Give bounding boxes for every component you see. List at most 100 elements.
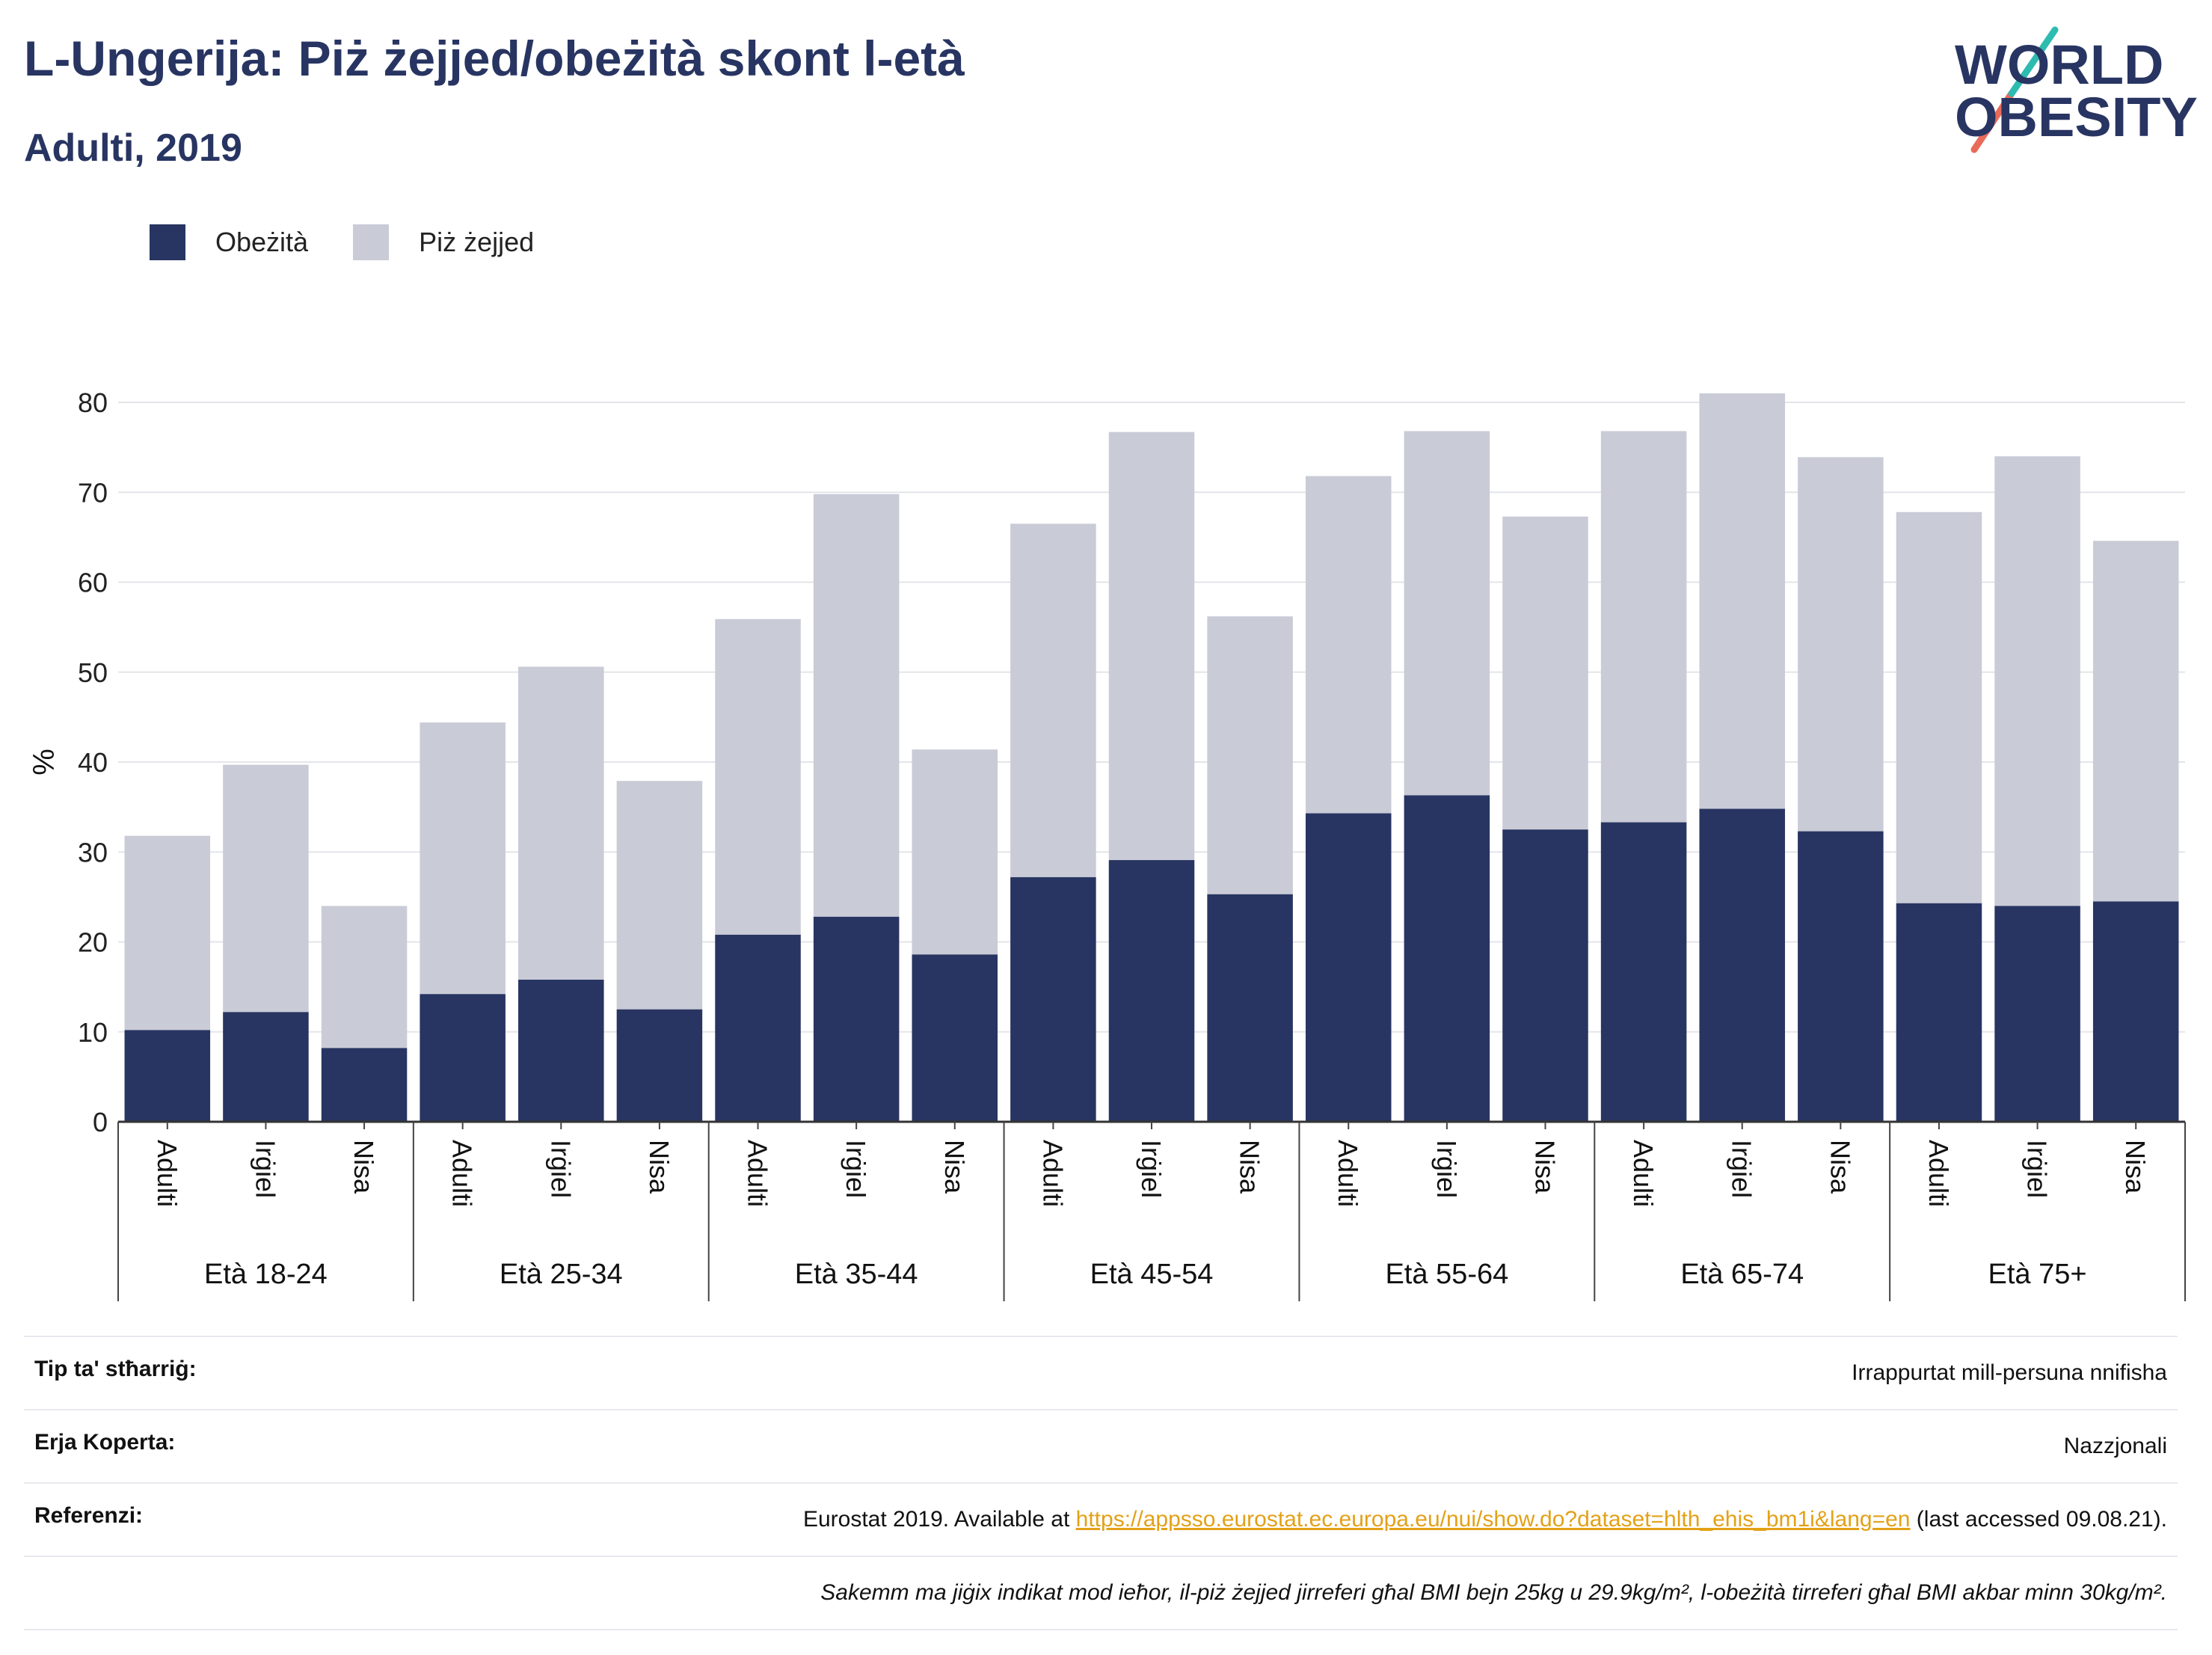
references-suffix: (last accessed 09.08.21). [1910,1507,2167,1532]
logo-line2: OBESITY [1955,86,2198,148]
references-value: Eurostat 2019. Available at https://apps… [803,1503,2167,1536]
bar-overweight [1010,523,1096,877]
world-obesity-logo: WORLD OBESITY [1955,26,2198,153]
x-subcategory-label: Nisa [644,1140,675,1194]
x-group-label: Età 25-34 [500,1259,623,1290]
legend-swatch-overweight [353,224,390,260]
x-subcategory-label: Nisa [1235,1140,1265,1194]
x-subcategory-label: Nisa [1529,1140,1560,1194]
bar-overweight [813,494,900,917]
x-subcategory-label: Adulti [152,1140,182,1207]
y-tick-label: 40 [78,747,108,778]
bar-overweight [321,906,408,1048]
x-subcategory-label: Nisa [1825,1140,1855,1194]
references-key: Referenzi: [34,1503,144,1528]
bar-obesity [1896,903,1982,1122]
y-tick-label: 0 [93,1107,108,1137]
bar-overweight [2092,541,2179,902]
chart-title: L-Ungerija: Piż żejjed/obeżità skont l-e… [24,31,965,86]
bar-obesity [1798,831,1884,1122]
x-subcategory-label: Irġiel [1136,1140,1167,1198]
definition-note: Sakemm ma jiġix indikat mod ieħor, il-pi… [820,1580,2167,1605]
bar-overweight [1207,616,1293,894]
chart-subtitle: Adulti, 2019 [24,126,242,170]
bar-overweight [1502,516,1588,830]
bar-obesity [321,1048,408,1122]
bar-overweight [616,781,703,1010]
x-subcategory-label: Nisa [2120,1140,2151,1194]
bar-overweight [1994,456,2080,906]
x-subcategory-label: Adulti [1628,1140,1659,1207]
note-row: Sakemm ma jiġix indikat mod ieħor, il-pi… [24,1556,2178,1630]
y-tick-label: 70 [78,477,108,508]
bar-overweight [1896,512,1982,903]
bar-overweight [420,722,506,995]
x-subcategory-label: Adulti [1333,1140,1363,1207]
y-axis-label: % [28,749,61,776]
x-subcategory-label: Nisa [348,1140,379,1194]
bar-obesity [715,934,801,1122]
bar-overweight [1699,393,1785,809]
x-subcategory-label: Irġiel [250,1140,280,1198]
bar-obesity [1502,829,1588,1122]
x-group-label: Età 65-74 [1680,1259,1804,1290]
logo-line1: WORLD [1955,34,2164,96]
x-group-label: Età 18-24 [204,1259,328,1290]
bar-obesity [420,994,506,1122]
x-group-label: Età 35-44 [795,1259,918,1290]
x-subcategory-label: Adulti [1923,1140,1954,1207]
bar-overweight [715,618,801,935]
bar-overweight [124,835,211,1031]
footer-info: Tip ta' stħarriġ: Irrappurtat mill-persu… [24,1336,2178,1630]
bar-overweight [1600,431,1687,823]
bar-obesity [616,1009,703,1122]
x-group-label: Età 75+ [1988,1259,2087,1290]
y-tick-label: 10 [78,1017,108,1048]
bar-overweight [223,764,309,1013]
area-covered-row: Erja Koperta: Nazzjonali [24,1409,2178,1482]
x-subcategory-label: Irġiel [1431,1140,1462,1198]
area-covered-value: Nazzjonali [2063,1434,2167,1458]
bar-obesity [518,980,604,1122]
bar-obesity [223,1012,309,1122]
references-prefix: Eurostat 2019. Available at [802,1507,1076,1532]
references-link[interactable]: https://appsso.eurostat.ec.europa.eu/nui… [1075,1507,1911,1532]
y-tick-label: 60 [78,568,108,598]
bar-obesity [124,1030,211,1122]
bar-obesity [1699,808,1785,1122]
x-subcategory-label: Irġiel [1727,1140,1757,1198]
bar-overweight [1404,431,1490,796]
legend: Obeżità Piż żejjed [150,224,579,260]
legend-swatch-obesity [150,224,185,260]
bar-obesity [813,916,900,1122]
bar-obesity [912,954,998,1122]
bar-obesity [1305,813,1392,1122]
bar-overweight [1108,432,1195,861]
bar-overweight [1798,457,1884,832]
x-subcategory-label: Irġiel [545,1140,576,1198]
bar-overweight [912,749,998,955]
survey-type-row: Tip ta' stħarriġ: Irrappurtat mill-persu… [24,1336,2178,1409]
x-subcategory-label: Nisa [939,1140,970,1194]
area-covered-key: Erja Koperta: [34,1430,176,1455]
survey-type-key: Tip ta' stħarriġ: [34,1357,197,1381]
bar-obesity [2092,901,2179,1122]
x-subcategory-label: Irġiel [2022,1140,2053,1198]
bar-obesity [1600,822,1687,1122]
bar-overweight [518,666,604,980]
bar-obesity [1108,860,1195,1122]
bar-obesity [1994,906,2080,1122]
x-subcategory-label: Irġiel [841,1140,871,1198]
stacked-bar-chart: 0 10 20 30 40 50 60 70 80% Adulti Irġiel Nisa Età 18… [28,387,2186,1301]
x-subcategory-label: Adulti [447,1140,478,1207]
x-group-label: Età 55-64 [1385,1259,1508,1290]
legend-label-obesity: Obeżità [215,227,309,257]
legend-label-overweight: Piż żejjed [419,227,535,257]
bar-overweight [1305,476,1392,814]
y-tick-label: 50 [78,657,108,688]
x-subcategory-label: Adulti [743,1140,773,1207]
y-tick-label: 20 [78,927,108,958]
y-tick-label: 30 [78,837,108,868]
references-row: Referenzi: Eurostat 2019. Available at h… [24,1482,2178,1556]
survey-type-value: Irrappurtat mill-persuna nnifisha [1852,1360,2167,1385]
